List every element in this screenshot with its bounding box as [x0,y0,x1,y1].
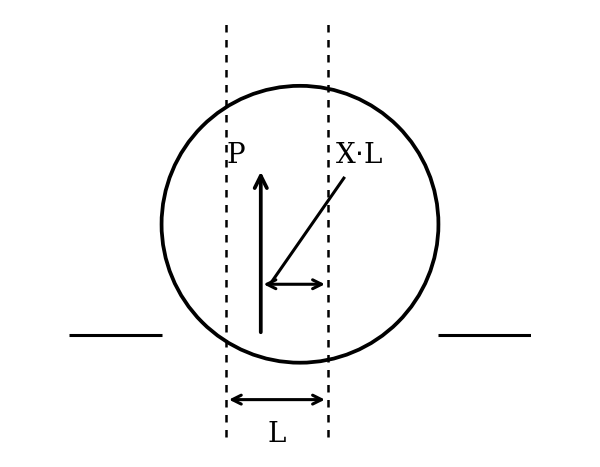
Text: X$\cdot$L: X$\cdot$L [335,142,383,169]
Text: P: P [226,142,245,169]
Text: L: L [268,421,286,448]
